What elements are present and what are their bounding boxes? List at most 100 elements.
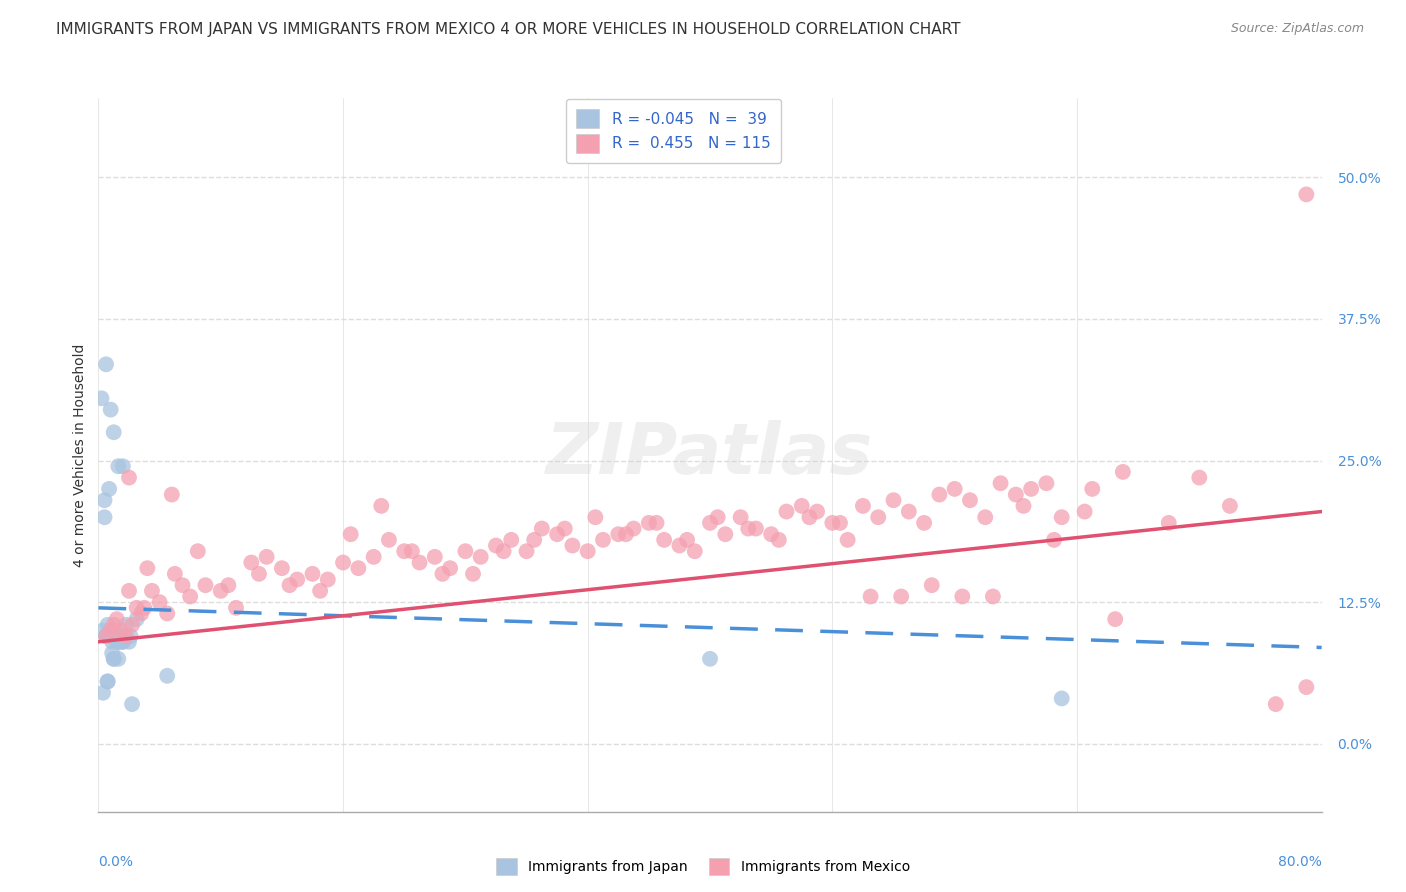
Point — [799, 510, 821, 524]
Point — [1264, 697, 1286, 711]
Point — [118, 583, 141, 598]
Point — [1073, 504, 1095, 518]
Point — [668, 539, 690, 553]
Point — [316, 573, 339, 587]
Point — [1019, 482, 1042, 496]
Point — [401, 544, 423, 558]
Point — [921, 578, 943, 592]
Point — [107, 459, 129, 474]
Point — [332, 556, 354, 570]
Point — [408, 556, 430, 570]
Text: 80.0%: 80.0% — [1278, 855, 1322, 869]
Point — [110, 624, 132, 638]
Point — [607, 527, 630, 541]
Point — [454, 544, 477, 558]
Point — [121, 697, 143, 711]
Point — [94, 357, 117, 371]
Point — [111, 635, 134, 649]
Point — [121, 617, 143, 632]
Point — [883, 493, 905, 508]
Point — [93, 493, 115, 508]
Point — [118, 635, 141, 649]
Point — [1188, 470, 1211, 484]
Point — [370, 499, 392, 513]
Point — [141, 583, 163, 598]
Point — [432, 566, 454, 581]
Point — [583, 510, 606, 524]
Text: 0.0%: 0.0% — [98, 855, 134, 869]
Point — [94, 629, 117, 643]
Point — [285, 573, 308, 587]
Point — [278, 578, 301, 592]
Point — [111, 459, 134, 474]
Point — [378, 533, 401, 547]
Point — [761, 527, 783, 541]
Point — [108, 635, 131, 649]
Point — [112, 629, 135, 643]
Point — [347, 561, 370, 575]
Legend: Immigrants from Japan, Immigrants from Mexico: Immigrants from Japan, Immigrants from M… — [491, 853, 915, 880]
Point — [852, 499, 875, 513]
Text: ZIPatlas: ZIPatlas — [547, 420, 873, 490]
Point — [1012, 499, 1035, 513]
Point — [100, 624, 122, 638]
Point — [806, 504, 828, 518]
Point — [652, 533, 675, 547]
Point — [928, 487, 950, 501]
Point — [614, 527, 637, 541]
Point — [94, 629, 117, 643]
Point — [309, 583, 332, 598]
Point — [156, 669, 179, 683]
Point — [91, 686, 114, 700]
Point — [683, 544, 706, 558]
Point — [97, 617, 120, 632]
Point — [868, 510, 890, 524]
Y-axis label: 4 or more Vehicles in Household: 4 or more Vehicles in Household — [73, 343, 87, 566]
Point — [943, 482, 966, 496]
Point — [775, 504, 797, 518]
Point — [107, 635, 129, 649]
Point — [103, 652, 125, 666]
Point — [301, 566, 323, 581]
Point — [179, 590, 201, 604]
Point — [1004, 487, 1026, 501]
Point — [163, 566, 186, 581]
Point — [339, 527, 361, 541]
Point — [120, 629, 142, 643]
Point — [115, 629, 138, 643]
Point — [98, 482, 121, 496]
Point — [1104, 612, 1126, 626]
Point — [768, 533, 790, 547]
Point — [1295, 680, 1317, 694]
Point — [90, 392, 112, 406]
Point — [699, 516, 721, 530]
Point — [516, 544, 538, 558]
Point — [103, 425, 125, 440]
Point — [974, 510, 997, 524]
Point — [172, 578, 194, 592]
Point — [523, 533, 546, 547]
Point — [129, 607, 152, 621]
Point — [101, 646, 124, 660]
Point — [990, 476, 1012, 491]
Point — [1050, 691, 1073, 706]
Point — [100, 402, 122, 417]
Point — [107, 652, 129, 666]
Point — [392, 544, 416, 558]
Point — [423, 549, 446, 564]
Point — [270, 561, 294, 575]
Point — [105, 635, 128, 649]
Point — [897, 504, 920, 518]
Point — [837, 533, 859, 547]
Point — [561, 539, 583, 553]
Point — [125, 612, 148, 626]
Point — [97, 674, 120, 689]
Point — [103, 617, 125, 632]
Text: IMMIGRANTS FROM JAPAN VS IMMIGRANTS FROM MEXICO 4 OR MORE VEHICLES IN HOUSEHOLD : IMMIGRANTS FROM JAPAN VS IMMIGRANTS FROM… — [56, 22, 960, 37]
Text: Source: ZipAtlas.com: Source: ZipAtlas.com — [1230, 22, 1364, 36]
Point — [363, 549, 385, 564]
Point — [1219, 499, 1241, 513]
Point — [546, 527, 568, 541]
Point — [240, 556, 263, 570]
Point — [100, 624, 122, 638]
